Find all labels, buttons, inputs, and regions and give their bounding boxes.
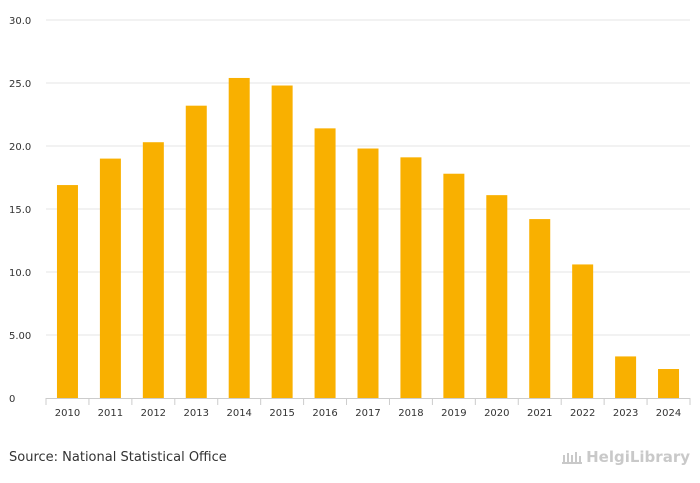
- x-tick-label: 2013: [184, 408, 209, 419]
- bar-2020[interactable]: [486, 195, 508, 398]
- x-tick-label: 2020: [484, 408, 509, 419]
- x-axis-tick-labels: 2010 2011 2012 2013 2014 2015 2016 2017 2018 2019…: [55, 408, 682, 419]
- y-axis-tick-labels: 0 5.00 10.0 15.0 20.0 25.0 30.0: [9, 16, 31, 405]
- y-tick-label: 25.0: [9, 79, 31, 90]
- x-tick-label: 2017: [355, 408, 380, 419]
- x-tick-label: 2014: [226, 408, 251, 419]
- bar-2017[interactable]: [357, 148, 379, 398]
- source-note: Source: National Statistical Office: [9, 450, 227, 465]
- y-tick-label: 10.0: [9, 268, 31, 279]
- x-tick-label: 2015: [269, 408, 294, 419]
- x-tick-label: 2016: [312, 408, 337, 419]
- x-tick-label: 2024: [656, 408, 681, 419]
- bar-2014[interactable]: [228, 77, 250, 399]
- y-tick-label: 30.0: [9, 16, 31, 27]
- bar-2018[interactable]: [400, 157, 422, 398]
- x-tick-label: 2019: [441, 408, 466, 419]
- y-tick-label: 5.00: [9, 331, 31, 342]
- bar-2010[interactable]: [56, 185, 78, 398]
- bar-2013[interactable]: [185, 105, 207, 399]
- x-axis-ticks: [45, 398, 691, 405]
- x-tick-label: 2018: [398, 408, 423, 419]
- helgi-library-logo[interactable]: HelgiLibrary: [561, 448, 690, 466]
- logo-text: HelgiLibrary: [586, 448, 690, 466]
- bar-2015[interactable]: [271, 85, 293, 399]
- x-tick-label: 2022: [570, 408, 595, 419]
- x-tick-label: 2023: [613, 408, 638, 419]
- x-tick-label: 2011: [98, 408, 123, 419]
- bar-2016[interactable]: [314, 128, 336, 399]
- bar-2021[interactable]: [529, 219, 551, 398]
- bar-2012[interactable]: [142, 142, 164, 398]
- y-tick-label: 15.0: [9, 205, 31, 216]
- bar-2011[interactable]: [99, 158, 121, 398]
- bar-2022[interactable]: [572, 264, 594, 398]
- x-tick-label: 2010: [55, 408, 80, 419]
- library-building-icon: [562, 452, 583, 464]
- bar-2023[interactable]: [615, 356, 637, 398]
- bar-2024[interactable]: [658, 369, 680, 398]
- x-tick-label: 2021: [527, 408, 552, 419]
- y-tick-label: 0: [9, 394, 15, 405]
- x-tick-label: 2012: [141, 408, 166, 419]
- bar-series: [56, 77, 680, 399]
- bar-2019[interactable]: [443, 173, 465, 398]
- y-tick-label: 20.0: [9, 142, 31, 153]
